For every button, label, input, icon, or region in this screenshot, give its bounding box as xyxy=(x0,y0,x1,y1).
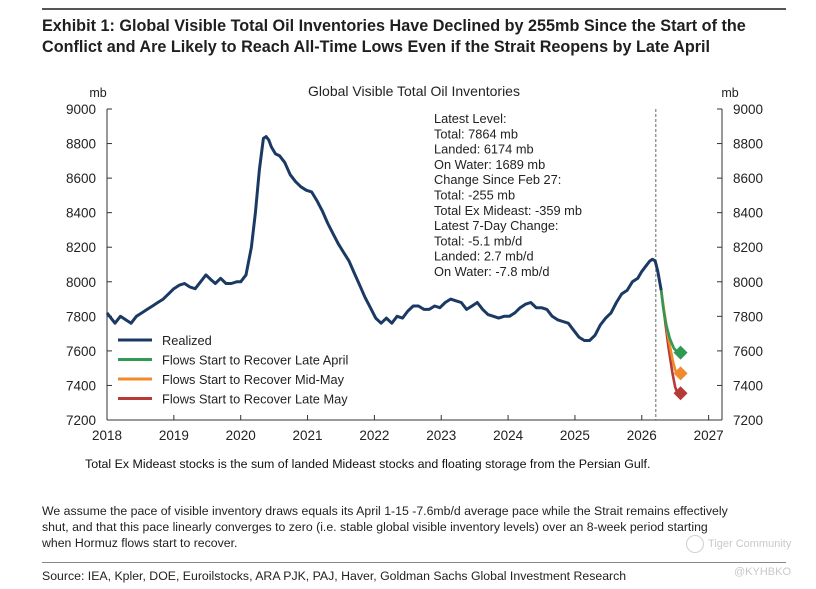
source-divider xyxy=(42,562,786,563)
scenario-endpoint-marker xyxy=(673,386,688,401)
y-tick-label-left: 7600 xyxy=(66,344,96,359)
y-tick-label-right: 9000 xyxy=(733,102,763,117)
x-tick-label: 2025 xyxy=(560,428,590,443)
y-tick-label-left: 8800 xyxy=(66,137,96,152)
annotation-line: On Water: -7.8 mb/d xyxy=(434,264,549,279)
x-tick-label: 2024 xyxy=(493,428,524,443)
y-tick-label-left: 8400 xyxy=(66,206,96,221)
annotation-line: Landed: 2.7 mb/d xyxy=(434,249,534,264)
annotation-line: On Water: 1689 mb xyxy=(434,157,545,172)
y-tick-label-left: 7400 xyxy=(66,378,96,393)
series-line-realized xyxy=(105,135,663,342)
annotation-line: Total: 7864 mb xyxy=(434,126,518,141)
handle-watermark: @KYHBKO xyxy=(734,566,792,578)
y-tick-label-left: 7200 xyxy=(66,413,96,428)
x-tick-label: 2021 xyxy=(293,428,323,443)
assumption-note: We assume the pace of visible inventory … xyxy=(42,503,802,551)
y-tick-label-right: 7800 xyxy=(733,309,763,324)
y-tick-label-right: 7400 xyxy=(733,378,763,393)
y-tick-label-left: 9000 xyxy=(66,102,96,117)
y-tick-label-left: 8000 xyxy=(66,275,96,290)
community-watermark-text: Tiger Community xyxy=(708,537,792,550)
x-tick-label: 2018 xyxy=(92,428,122,443)
scenario-endpoint-marker xyxy=(673,345,688,360)
annotation-line: Total: -5.1 mb/d xyxy=(434,233,522,248)
annotation-line: Landed: 6174 mb xyxy=(434,142,534,157)
y-axis-right-label: mb xyxy=(721,86,738,100)
scenario-endpoint-marker xyxy=(673,366,688,381)
exhibit-title-line-1: Exhibit 1: Global Visible Total Oil Inve… xyxy=(42,17,746,35)
y-tick-label-right: 8200 xyxy=(733,240,763,255)
chart-footnote: Total Ex Mideast stocks is the sum of la… xyxy=(85,457,651,471)
x-tick-label: 2020 xyxy=(226,428,256,443)
y-tick-label-left: 8600 xyxy=(66,171,96,186)
y-tick-label-left: 7800 xyxy=(66,309,96,324)
y-tick-label-right: 8000 xyxy=(733,275,763,290)
community-logo-icon xyxy=(686,535,704,553)
y-tick-label-right: 7200 xyxy=(733,413,763,428)
series-line-scenario-1 xyxy=(659,290,679,353)
x-tick-label: 2019 xyxy=(159,428,189,443)
chart-title: Global Visible Total Oil Inventories xyxy=(308,83,520,99)
exhibit-title-line-2: Conflict and Are Likely to Reach All-Tim… xyxy=(42,38,711,56)
community-watermark: Tiger Community xyxy=(686,535,791,553)
assumption-line-2: shut, and that this pace linearly conver… xyxy=(42,520,708,534)
y-axis-left-label: mb xyxy=(89,86,106,100)
annotation-line: Total Ex Mideast: -359 mb xyxy=(434,203,582,218)
y-tick-label-left: 8200 xyxy=(66,240,96,255)
legend-label: Flows Start to Recover Late April xyxy=(162,353,348,368)
legend-label: Realized xyxy=(162,333,212,348)
y-tick-label-right: 8800 xyxy=(733,137,763,152)
y-tick-label-right: 8400 xyxy=(733,206,763,221)
x-tick-label: 2023 xyxy=(426,428,456,443)
source-note: Source: IEA, Kpler, DOE, Euroilstocks, A… xyxy=(42,569,627,583)
annotation-line: Change Since Feb 27: xyxy=(434,172,561,187)
annotation-line: Total: -255 mb xyxy=(434,188,515,203)
x-tick-label: 2026 xyxy=(627,428,657,443)
top-rule xyxy=(42,8,786,10)
assumption-line-1: We assume the pace of visible inventory … xyxy=(42,504,728,518)
annotation-line: Latest 7-Day Change: xyxy=(434,218,559,233)
legend-label: Flows Start to Recover Mid-May xyxy=(162,372,345,387)
annotation-line: Latest Level: xyxy=(434,111,507,126)
x-tick-label: 2022 xyxy=(359,428,389,443)
y-tick-label-right: 7600 xyxy=(733,344,763,359)
legend-label: Flows Start to Recover Late May xyxy=(162,392,348,407)
exhibit-title: Exhibit 1: Global Visible Total Oil Inve… xyxy=(42,16,802,58)
y-tick-label-right: 8600 xyxy=(733,171,763,186)
x-tick-label: 2027 xyxy=(694,428,724,443)
assumption-line-3: when Hormuz flows start to recover. xyxy=(42,536,238,550)
